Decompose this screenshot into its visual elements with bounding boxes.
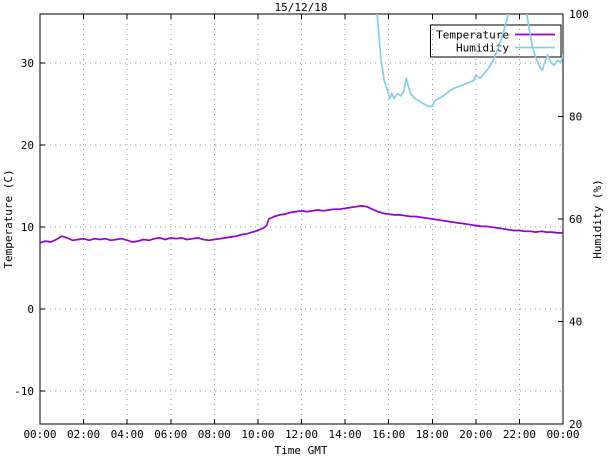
y-right-tick-label: 80 [569,111,582,124]
x-tick-label: 08:00 [198,428,231,441]
y-left-tick-label: 0 [27,303,34,316]
legend-label: Humidity [456,42,509,55]
x-tick-label: 02:00 [67,428,100,441]
x-tick-label: 16:00 [372,428,405,441]
x-tick-label: 10:00 [241,428,274,441]
x-axis-label: Time GMT [275,444,328,457]
legend-label: Temperature [436,29,509,42]
x-tick-label: 22:00 [503,428,536,441]
plot-area: 00:00 02:00 04:00 06:00 08:00 10:00 12:00 14:00… [14,8,589,441]
x-tick-label: 00:00 [546,428,579,441]
chart-title: 15/12/18 [275,1,328,14]
y-right-tick-label: 100 [569,8,589,21]
x-tick-label: 18:00 [416,428,449,441]
series-line-humidity [376,14,563,108]
x-tick-label: 04:00 [111,428,144,441]
x-tick-label: 00:00 [23,428,56,441]
y-right-tick-label: 40 [569,316,582,329]
series-line-temperature [40,205,563,244]
y-left-tick-label: 20 [21,139,34,152]
y-right-tick-label: 60 [569,213,582,226]
y-left-tick-label: -10 [14,385,34,398]
y-left-axis-label: Temperature (C) [2,169,15,268]
y-left-tick-label: 10 [21,221,34,234]
x-tick-label: 12:00 [285,428,318,441]
x-tick-label: 06:00 [154,428,187,441]
y-right-axis-label: Humidity (%) [591,179,604,258]
x-tick-label: 20:00 [459,428,492,441]
y-right-tick-label: 20 [569,418,582,431]
y-left-tick-label: 30 [21,57,34,70]
legend-box [429,24,562,58]
x-tick-label: 14:00 [329,428,362,441]
